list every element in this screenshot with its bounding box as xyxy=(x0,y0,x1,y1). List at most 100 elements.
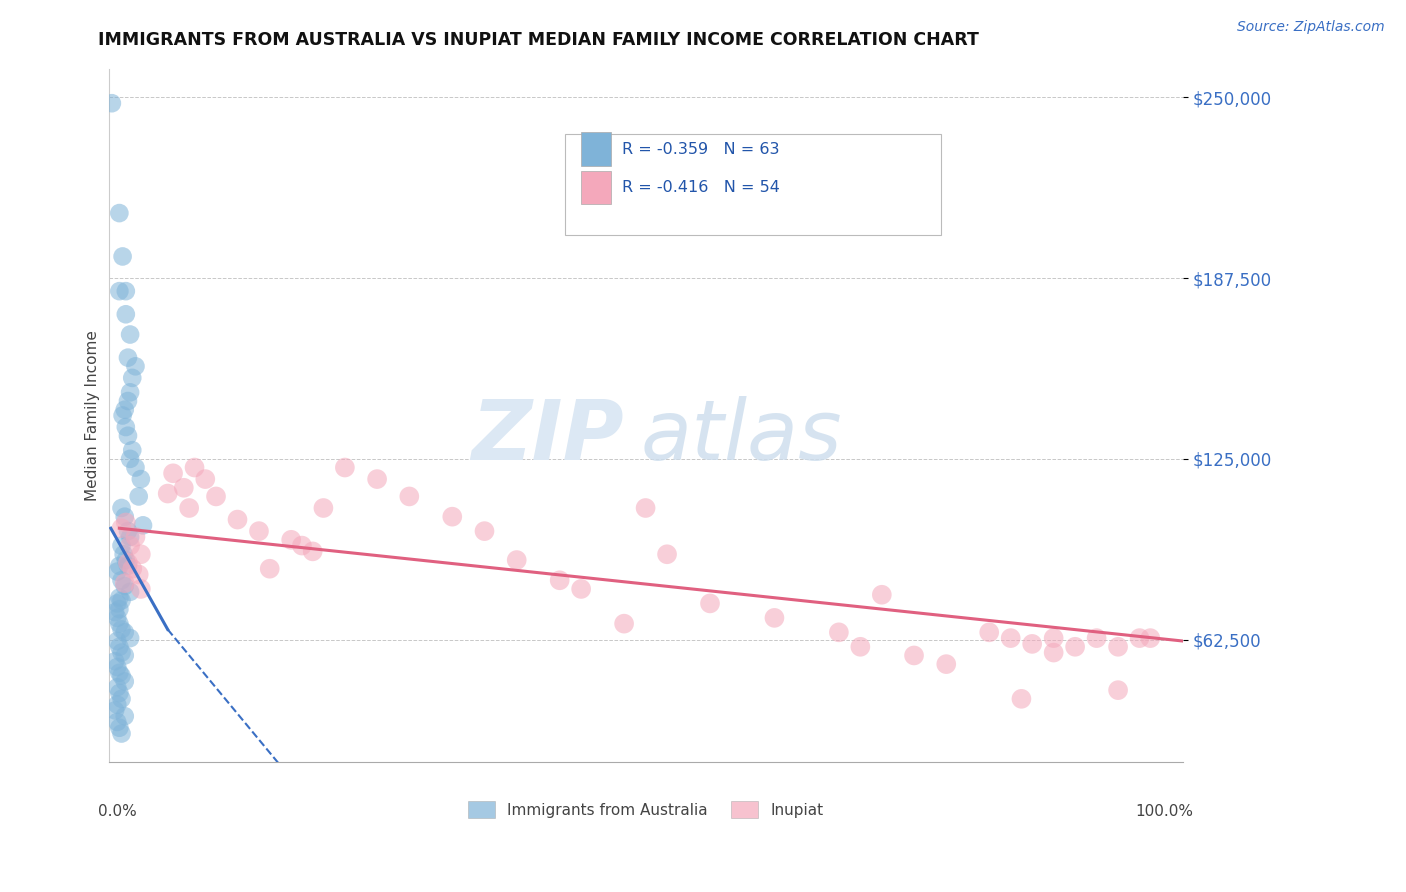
FancyBboxPatch shape xyxy=(565,135,941,235)
Point xyxy=(903,648,925,663)
Text: Source: ZipAtlas.com: Source: ZipAtlas.com xyxy=(1237,20,1385,34)
Point xyxy=(114,402,136,417)
Point xyxy=(1085,631,1108,645)
Point xyxy=(226,512,249,526)
Point xyxy=(110,691,132,706)
Point xyxy=(124,359,146,374)
Point xyxy=(114,579,136,593)
Point xyxy=(108,616,131,631)
Point xyxy=(129,472,152,486)
Point xyxy=(114,625,136,640)
Point xyxy=(120,530,142,544)
Point xyxy=(634,501,657,516)
Point xyxy=(108,686,131,700)
Point xyxy=(120,385,142,400)
Point xyxy=(655,547,678,561)
Point xyxy=(1107,683,1129,698)
Point xyxy=(117,558,139,573)
Point xyxy=(110,539,132,553)
Point xyxy=(108,284,131,298)
Point xyxy=(132,518,155,533)
Point xyxy=(110,501,132,516)
Point xyxy=(183,460,205,475)
Point xyxy=(105,680,128,694)
Point xyxy=(849,640,872,654)
Point xyxy=(121,443,143,458)
Point xyxy=(333,460,356,475)
Point xyxy=(1000,631,1022,645)
Point xyxy=(259,562,281,576)
Text: atlas: atlas xyxy=(640,396,842,477)
Point xyxy=(114,576,136,591)
Point xyxy=(1010,691,1032,706)
Point xyxy=(173,481,195,495)
Point xyxy=(1128,631,1150,645)
Point xyxy=(104,703,127,717)
Point xyxy=(162,467,184,481)
Point xyxy=(108,665,131,680)
Point xyxy=(1021,637,1043,651)
Point xyxy=(117,351,139,365)
FancyBboxPatch shape xyxy=(581,132,612,166)
Point xyxy=(108,558,131,573)
Text: ZIP: ZIP xyxy=(471,396,624,477)
Point xyxy=(110,726,132,740)
Point xyxy=(398,490,420,504)
Text: 0.0%: 0.0% xyxy=(98,804,136,819)
Point xyxy=(1139,631,1161,645)
Point xyxy=(979,625,1001,640)
Point xyxy=(1042,646,1064,660)
Point xyxy=(114,648,136,663)
Point xyxy=(105,698,128,712)
Point xyxy=(179,501,201,516)
Point xyxy=(935,657,957,672)
Point xyxy=(120,539,142,553)
Point xyxy=(121,562,143,576)
Point xyxy=(312,501,335,516)
Point xyxy=(441,509,464,524)
Point xyxy=(128,490,150,504)
Text: R = -0.359   N = 63: R = -0.359 N = 63 xyxy=(621,142,779,156)
Text: IMMIGRANTS FROM AUSTRALIA VS INUPIAT MEDIAN FAMILY INCOME CORRELATION CHART: IMMIGRANTS FROM AUSTRALIA VS INUPIAT MED… xyxy=(98,31,980,49)
Point xyxy=(110,623,132,637)
Point xyxy=(205,490,228,504)
Point xyxy=(548,574,571,588)
Point xyxy=(110,593,132,607)
Point xyxy=(280,533,302,547)
Point xyxy=(120,585,142,599)
Point xyxy=(301,544,323,558)
Point xyxy=(1107,640,1129,654)
Point xyxy=(105,565,128,579)
Point xyxy=(105,634,128,648)
Point xyxy=(117,428,139,442)
Point xyxy=(117,394,139,409)
Point xyxy=(120,451,142,466)
Legend: Immigrants from Australia, Inupiat: Immigrants from Australia, Inupiat xyxy=(461,796,830,824)
Point xyxy=(121,371,143,385)
Point xyxy=(108,640,131,654)
Point xyxy=(114,284,136,298)
Point xyxy=(110,574,132,588)
Point xyxy=(114,509,136,524)
Point xyxy=(105,611,128,625)
Point xyxy=(569,582,592,596)
Point xyxy=(105,596,128,610)
Point xyxy=(112,547,135,561)
Point xyxy=(1042,631,1064,645)
Point xyxy=(114,516,136,530)
Point xyxy=(474,524,496,538)
Y-axis label: Median Family Income: Median Family Income xyxy=(86,330,100,501)
Point xyxy=(1064,640,1087,654)
Point xyxy=(870,588,893,602)
Point xyxy=(506,553,529,567)
Point xyxy=(108,591,131,605)
Point xyxy=(108,602,131,616)
Point xyxy=(613,616,636,631)
Point xyxy=(291,539,314,553)
Point xyxy=(104,605,127,619)
Point xyxy=(114,709,136,723)
Point xyxy=(104,654,127,668)
Point xyxy=(128,567,150,582)
Point xyxy=(124,460,146,475)
Point xyxy=(124,530,146,544)
